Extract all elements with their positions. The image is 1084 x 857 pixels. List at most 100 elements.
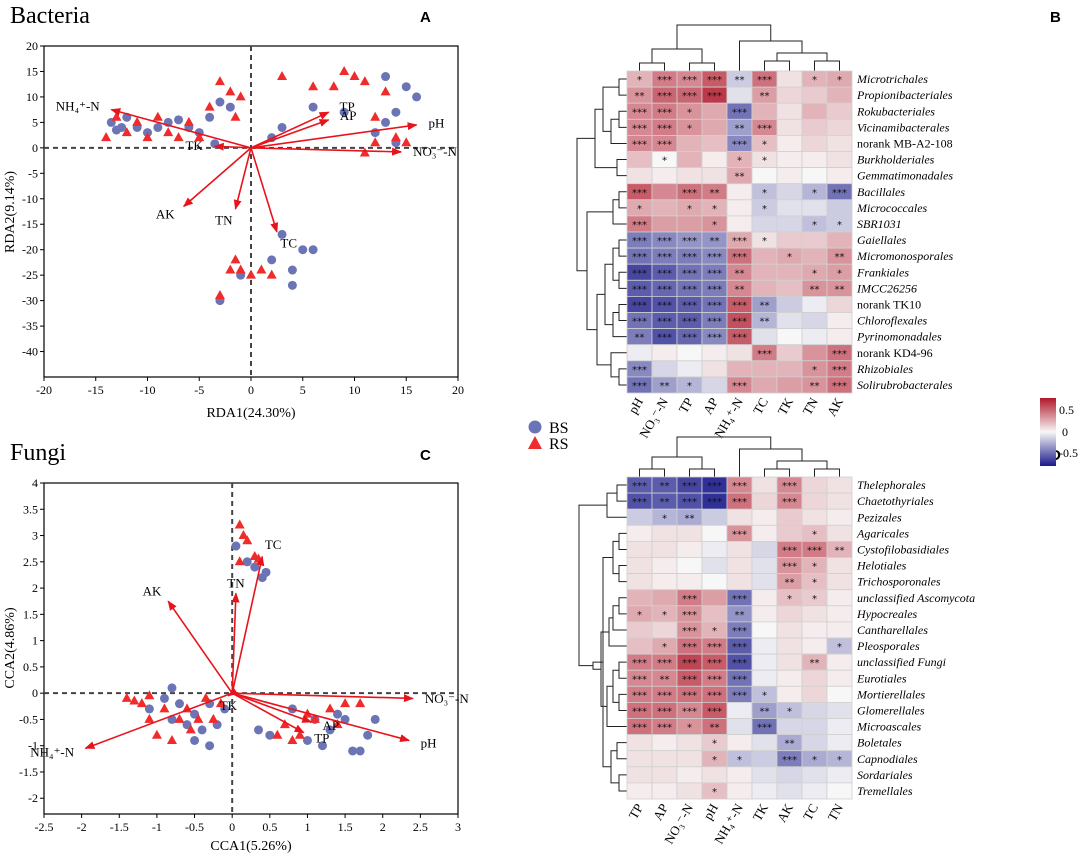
heatmap-cell (826, 653, 853, 671)
dendrogram-branch (651, 48, 703, 63)
point-bs (153, 122, 163, 132)
point-rs (173, 132, 184, 142)
significance-stars: * (812, 268, 817, 279)
heatmap-cell (776, 70, 803, 88)
dendrogram-branch (639, 468, 665, 477)
point-rs (294, 729, 305, 739)
legend-marker-bs (528, 420, 542, 434)
row-dendrogram (576, 78, 627, 386)
point-rs (246, 269, 256, 279)
vector-arrow (250, 147, 403, 156)
column-label: AP (650, 801, 671, 823)
point-rs (380, 86, 391, 96)
row-label: Microascales (856, 720, 922, 734)
heatmap-cell (826, 621, 853, 639)
row-label: Hypocreales (856, 607, 918, 621)
row-label: Rhizobiales (856, 362, 913, 376)
heatmap-cell (701, 605, 728, 623)
heatmap-cell (651, 360, 678, 378)
row-label: Boletales (857, 736, 902, 750)
significance-stars: ** (710, 723, 720, 734)
heatmap-cell (826, 118, 853, 136)
x-tick-label: -2.5 (35, 820, 54, 834)
vector-arrow (250, 119, 330, 149)
point-rs (359, 76, 370, 86)
heatmap-cell (801, 492, 828, 510)
heatmap-cell (701, 524, 728, 542)
x-tick-label: 0 (248, 383, 254, 397)
dendrogram-branch (689, 468, 715, 477)
significance-stars: *** (657, 139, 672, 150)
row-label: Thelephorales (857, 478, 926, 492)
significance-stars: * (712, 787, 717, 798)
significance-stars: *** (682, 333, 697, 344)
point-bs (318, 741, 328, 751)
heatmap-cell (726, 718, 753, 736)
point-rs (163, 127, 174, 137)
heatmap-cell (801, 167, 828, 185)
heatmap-cell (626, 508, 653, 526)
heatmap-cell (626, 557, 653, 575)
heatmap-cell (826, 295, 853, 313)
column-dendrogram (639, 24, 840, 71)
significance-stars: * (637, 610, 642, 621)
heatmap-cell (701, 541, 728, 558)
heatmap-cell (801, 295, 828, 313)
point-bs (215, 97, 225, 107)
row-label: Agaricales (856, 526, 909, 540)
heatmap-cell (751, 605, 778, 623)
heatmap-cell (776, 376, 803, 394)
point-rs (325, 703, 336, 713)
heatmap-cell (701, 508, 728, 526)
point-bs (333, 709, 343, 719)
point-rs (359, 147, 370, 157)
point-bs (117, 122, 127, 132)
significance-stars: ** (810, 284, 820, 295)
point-bs (287, 280, 297, 290)
significance-stars: * (837, 75, 842, 86)
heatmap-cell (776, 344, 803, 362)
bacteria-heatmap: * *** *** *** ** *** * *** *** *** *** ***** *** * ***… (576, 24, 954, 441)
x-tick-label: 20 (452, 383, 464, 397)
point-rs (194, 132, 205, 142)
point-rs (225, 264, 236, 274)
heatmap-cell (676, 524, 703, 542)
significance-stars: * (712, 626, 717, 637)
heatmap-cell (751, 589, 778, 607)
heatmap-cell (626, 589, 653, 607)
significance-stars: * (812, 562, 817, 573)
heatmap-cell (751, 766, 778, 784)
point-bs (174, 699, 184, 709)
heatmap-cell (726, 766, 753, 784)
significance-stars: *** (757, 123, 772, 134)
significance-stars: * (762, 236, 767, 247)
dendrogram-branch (602, 557, 613, 768)
significance-stars: *** (732, 674, 747, 685)
vector-label: NH₄⁺-N (30, 745, 74, 760)
legend-marker-rs (528, 436, 542, 449)
heatmap-cell (676, 151, 703, 169)
vector-label: NO₃⁻-N (425, 691, 469, 706)
heatmap-cell (701, 766, 728, 784)
heatmap-cell (751, 637, 778, 655)
heatmap-cell (626, 541, 653, 558)
row-label: Pezizales (856, 510, 902, 524)
heatmap-cell (826, 376, 853, 394)
heatmap-cell (751, 360, 778, 378)
point-rs (401, 137, 412, 147)
significance-stars: *** (707, 300, 722, 311)
heatmap-cell (676, 557, 703, 575)
heatmap-cell (651, 621, 678, 639)
point-rs (144, 690, 155, 700)
y-tick-label: 2 (32, 581, 38, 595)
point-bs (412, 92, 422, 102)
colorbar-gradient (1040, 398, 1056, 466)
heatmap-cell (826, 102, 853, 120)
point-rs (144, 713, 155, 723)
significance-stars: *** (732, 481, 747, 492)
significance-stars: *** (632, 381, 647, 392)
heatmap-cell (651, 183, 678, 201)
column-label: TP (676, 395, 697, 416)
row-label: Burkholderiales (857, 153, 935, 167)
point-rs (174, 713, 185, 723)
